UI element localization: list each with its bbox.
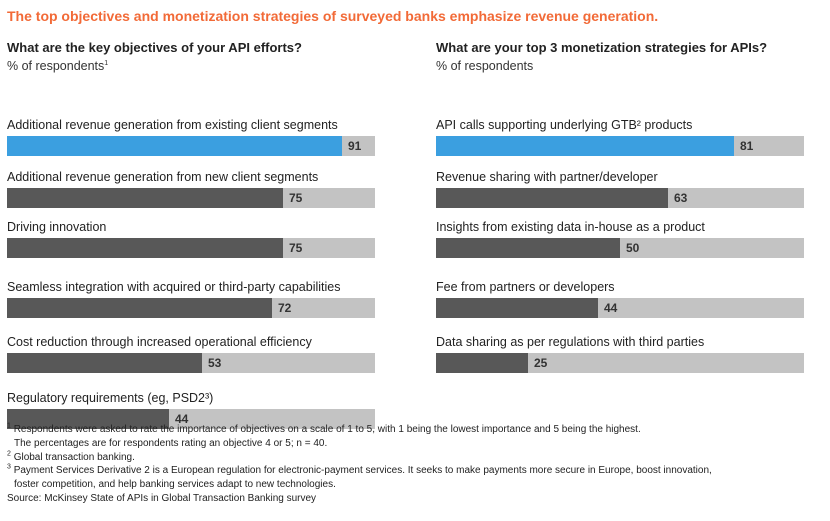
objective-bar-label: Additional revenue generation from exist… — [7, 118, 338, 132]
objective-bar-label: Seamless integration with acquired or th… — [7, 280, 341, 294]
footnote-2-text: Global transaction banking. — [13, 451, 135, 463]
strategy-bar — [436, 353, 528, 373]
objective-bar-value: 53 — [208, 356, 222, 370]
footnotes: 1 Respondents were asked to rate the imp… — [7, 423, 825, 506]
footnote-1-line-1: Respondents were asked to rate the impor… — [13, 424, 641, 435]
strategy-bar-track: 50 — [436, 238, 804, 258]
strategy-bar — [436, 238, 620, 258]
objective-bar — [7, 353, 202, 373]
objective-bar-track: 75 — [7, 188, 375, 208]
objective-bar — [7, 298, 272, 318]
objective-bar-track: 53 — [7, 353, 375, 373]
footnote-3-line-1: Payment Services Derivative 2 is a Europ… — [13, 465, 712, 477]
footnote-1: 1 Respondents were asked to rate the imp… — [7, 423, 825, 451]
strategy-bar-row: Fee from partners or developers 44 — [436, 280, 804, 318]
objectives-subtitle: % of respondents1 — [7, 59, 387, 73]
objective-bar-track: 72 — [7, 298, 375, 318]
objectives-question: What are the key objectives of your API … — [7, 40, 302, 55]
monetization-subtitle: % of respondents — [436, 59, 534, 73]
strategy-bar-track: 81 — [436, 136, 804, 156]
objective-bar-row: Seamless integration with acquired or th… — [7, 280, 375, 318]
footnote-3-mark: 3 — [7, 464, 11, 472]
strategy-bar-label: API calls supporting underlying GTB² pro… — [436, 118, 693, 132]
objective-bar-label: Cost reduction through increased operati… — [7, 335, 312, 349]
objective-bar-row: Additional revenue generation from exist… — [7, 118, 375, 156]
objectives-panel: What are the key objectives of your API … — [7, 40, 387, 429]
objective-bar-value: 75 — [289, 241, 303, 255]
footnote-1-line-2: The percentages are for respondents rati… — [14, 437, 328, 449]
strategy-bar-row: API calls supporting underlying GTB² pro… — [436, 118, 804, 156]
strategy-bar-label: Revenue sharing with partner/developer — [436, 170, 658, 184]
strategy-bar-row: Revenue sharing with partner/developer 63 — [436, 170, 804, 208]
monetization-question: What are your top 3 monetization strateg… — [436, 40, 768, 55]
objective-bar-row: Cost reduction through increased operati… — [7, 335, 375, 373]
source-note: Source: McKinsey State of APIs in Global… — [7, 492, 317, 504]
strategy-bar-row: Insights from existing data in-house as … — [436, 220, 804, 258]
strategy-bar-value: 50 — [626, 241, 640, 255]
strategy-bar-track: 63 — [436, 188, 804, 208]
strategy-bar-row: Data sharing as per regulations with thi… — [436, 335, 804, 373]
objective-bar-row: Driving innovation 75 — [7, 220, 375, 258]
strategy-bar — [436, 188, 668, 208]
strategy-bar-track: 44 — [436, 298, 804, 318]
strategy-bar-label: Insights from existing data in-house as … — [436, 220, 705, 234]
strategy-bar-value: 25 — [534, 356, 548, 370]
strategy-bar — [436, 136, 734, 156]
strategy-bar — [436, 298, 598, 318]
footnote-1-mark: 1 — [7, 422, 11, 430]
objective-bar-label: Regulatory requirements (eg, PSD2³) — [7, 391, 214, 405]
objective-bar — [7, 409, 169, 429]
strategy-bar-value: 44 — [604, 301, 618, 315]
chart-title: The top objectives and monetization stra… — [7, 8, 659, 24]
strategy-bar-track: 25 — [436, 353, 804, 373]
objective-bar-value: 91 — [348, 139, 362, 153]
objective-bar-row: Regulatory requirements (eg, PSD2³) 44 — [7, 391, 375, 429]
objective-bar-label: Additional revenue generation from new c… — [7, 170, 319, 184]
objectives-subtitle-footnote-mark: 1 — [104, 59, 109, 67]
monetization-panel: What are your top 3 monetization strateg… — [436, 40, 816, 403]
footnote-3-line-2: foster competition, and help banking ser… — [14, 479, 336, 491]
strategy-bar-value: 63 — [674, 191, 688, 205]
objective-bar-track: 91 — [7, 136, 375, 156]
objective-bar-track: 44 — [7, 409, 375, 429]
strategy-bar-value: 81 — [740, 139, 754, 153]
footnote-2: 2 Global transaction banking. — [7, 450, 825, 465]
objective-bar — [7, 238, 283, 258]
objective-bar-row: Additional revenue generation from new c… — [7, 170, 375, 208]
objective-bar — [7, 188, 283, 208]
objective-bar-label: Driving innovation — [7, 220, 107, 234]
footnote-2-mark: 2 — [7, 450, 11, 458]
footnote-3: 3 Payment Services Derivative 2 is a Eur… — [7, 464, 825, 492]
objective-bar-value: 75 — [289, 191, 303, 205]
objective-bar-track: 75 — [7, 238, 375, 258]
objective-bar-value: 44 — [175, 412, 189, 426]
objective-bar-value: 72 — [278, 301, 292, 315]
objective-bar — [7, 136, 342, 156]
strategy-bar-label: Data sharing as per regulations with thi… — [436, 335, 705, 349]
objectives-subtitle-text: % of respondents — [7, 59, 105, 73]
monetization-bars: API calls supporting underlying GTB² pro… — [436, 73, 816, 403]
objectives-bars: Additional revenue generation from exist… — [7, 73, 387, 429]
strategy-bar-label: Fee from partners or developers — [436, 280, 615, 294]
